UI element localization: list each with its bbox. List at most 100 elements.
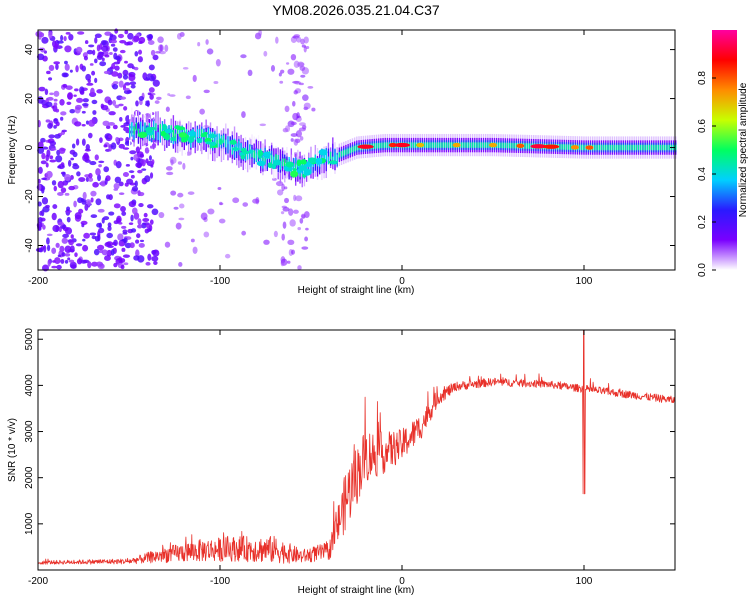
spectrogram-cell: [213, 81, 219, 85]
spectrogram-cell: [135, 146, 141, 154]
spectrogram-cell: [117, 33, 124, 39]
spectrogram-band: [642, 144, 644, 151]
spectrogram-cell: [137, 255, 145, 263]
spectrogram-band: [377, 142, 380, 149]
spectrogram-cell: [89, 232, 97, 236]
spectrogram-band: [583, 144, 585, 151]
spectrogram-cell: [105, 125, 111, 130]
spectrogram-cell: [178, 262, 183, 267]
spectrogram-band: [650, 144, 653, 151]
spectrogram-cell: [108, 135, 113, 139]
spectrogram-cell: [124, 60, 128, 64]
spectrogram-cell: [90, 197, 94, 203]
spectrogram-cell: [263, 50, 268, 57]
spectrogram-cell: [127, 32, 134, 40]
spectrogram-cell: [164, 44, 169, 52]
spectrogram-y-ticks: -40 -20 0 20 40: [24, 44, 675, 253]
spectrogram-cell: [112, 83, 119, 90]
spectrogram-cell: [118, 192, 125, 195]
spectrogram-cell: [304, 236, 308, 242]
y-tick-label: -40: [24, 238, 35, 253]
spectrogram-cell: [152, 79, 160, 87]
spectrogram-cell: [152, 249, 160, 257]
spectrogram-cell: [148, 64, 155, 71]
spectrogram-cell: [290, 53, 297, 61]
spectrogram-cell: [90, 214, 98, 219]
spectrogram-cell: [177, 192, 184, 198]
spectrogram-band: [659, 144, 662, 151]
spectrogram-band: [415, 142, 417, 148]
spectrogram-cell: [54, 257, 61, 265]
spectrogram-band: [578, 144, 581, 151]
spectrogram-band: [222, 135, 225, 144]
spectrogram-peak: [300, 159, 307, 165]
spectrogram-cell: [303, 102, 311, 110]
spectrogram-cell: [169, 94, 176, 97]
spectrogram-band: [205, 133, 207, 141]
chart-title: YM08.2026.035.21.04.C37: [272, 2, 440, 18]
spectrogram-cell: [114, 176, 122, 184]
spectrogram-band: [201, 129, 203, 138]
colorbar-tick-label: 0.4: [697, 167, 708, 181]
spectrogram-cell: [147, 73, 153, 77]
spectrogram-cell: [280, 211, 285, 215]
spectrogram-cell: [42, 146, 49, 150]
spectrogram-cell: [66, 206, 71, 212]
spectrogram-cell: [94, 77, 98, 83]
snr-series-line: [37, 329, 676, 565]
spectrogram-cell: [82, 103, 89, 107]
spectrogram-cell: [123, 262, 129, 266]
spectrogram-cell: [286, 260, 291, 264]
spectrogram-cell: [68, 259, 75, 263]
spectrogram-band: [498, 142, 500, 148]
spectrogram-cell: [179, 203, 185, 209]
spectrogram-band: [329, 151, 332, 160]
spectrogram-cell: [110, 248, 115, 256]
colorbar-tick-label: 0.8: [697, 71, 708, 85]
spectrogram-cell: [206, 48, 214, 55]
spectrogram-cell: [64, 227, 73, 235]
spectrogram-cell: [138, 203, 144, 208]
spectrogram-cell: [128, 170, 135, 174]
colorbar-tick-label: 0.0: [697, 263, 708, 277]
colorbar-label: Normalized spectral amplitude: [738, 82, 749, 217]
spectrogram-cell: [56, 40, 64, 44]
spectrogram-peak: [330, 161, 338, 165]
spectrogram-band: [133, 126, 135, 135]
spectrogram-band: [349, 147, 351, 154]
spectrogram-cell: [219, 202, 224, 206]
spectrogram-cell: [45, 101, 53, 108]
spectrogram-cell: [128, 74, 136, 82]
spectrogram-cell: [117, 233, 124, 241]
spectrogram-cell: [97, 51, 104, 59]
spectrogram-cell: [241, 111, 246, 119]
spectrogram-cell: [290, 138, 294, 142]
spectrogram-cell: [108, 111, 116, 116]
spectrogram-band: [661, 144, 664, 151]
spectrogram-cell: [82, 98, 89, 103]
spectrogram-band: [183, 127, 185, 136]
spectrogram-cell: [143, 212, 148, 218]
spectrogram-band: [480, 142, 483, 148]
spectrogram-cell: [115, 55, 121, 61]
spectrogram-cell: [57, 192, 64, 196]
spectrogram-peak: [303, 168, 312, 176]
spectrogram-cell: [63, 35, 67, 42]
spectrogram-cell: [165, 166, 173, 171]
spectrogram-cell: [138, 49, 143, 55]
spectrogram-cell: [68, 239, 74, 246]
spectrogram-band: [343, 150, 345, 156]
spectrogram-cell: [119, 39, 127, 44]
spectrogram-band: [240, 143, 242, 151]
spectrogram-band: [666, 144, 668, 151]
spectrogram-cell: [94, 58, 98, 64]
x-tick-label: -100: [210, 276, 230, 287]
spectrogram-peak: [196, 137, 203, 144]
spectrogram-cell: [145, 100, 150, 104]
spectrogram-cell: [101, 45, 109, 52]
spectrogram-band: [218, 133, 220, 142]
spectrogram-cell: [62, 224, 66, 230]
spectrogram-cell: [293, 90, 298, 95]
spectrogram-cell: [40, 160, 47, 165]
